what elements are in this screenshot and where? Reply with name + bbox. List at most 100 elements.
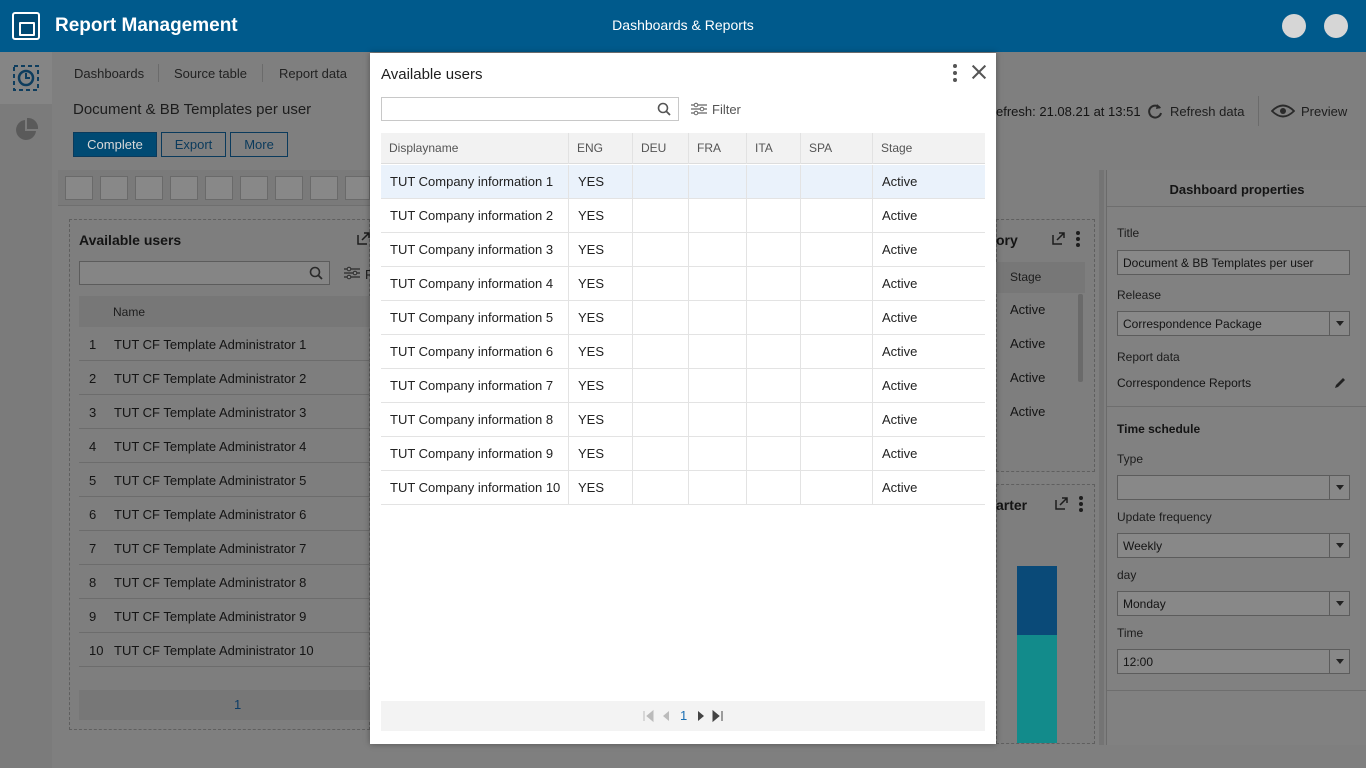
available-users-dialog: Available users Filter Displayname ENG D… xyxy=(370,53,996,744)
type-select[interactable] xyxy=(1117,475,1350,500)
preview-button[interactable]: Preview xyxy=(1301,104,1348,119)
cell-displayname: TUT Company information 7 xyxy=(381,369,569,403)
chevron-down-icon[interactable] xyxy=(1329,312,1349,335)
expand-icon[interactable] xyxy=(1052,232,1065,245)
cell-spa xyxy=(801,301,873,335)
table-row[interactable]: TUT Company information 10 YES Active xyxy=(381,471,985,505)
complete-button[interactable]: Complete xyxy=(73,132,157,157)
close-icon[interactable] xyxy=(970,63,988,81)
last-page-icon[interactable] xyxy=(712,709,724,723)
chevron-down-icon[interactable] xyxy=(1329,592,1349,615)
search-input[interactable] xyxy=(381,97,679,121)
table-row[interactable]: TUT Company information 8 YES Active xyxy=(381,403,985,437)
bg-table-row[interactable]: 2 TUT CF Template Administrator 2 xyxy=(79,361,371,395)
first-page-icon[interactable] xyxy=(642,709,654,723)
top-bar: Report Management Dashboards & Reports xyxy=(0,0,1366,52)
filter-label: Filter xyxy=(712,102,741,117)
update-frequency-select[interactable]: Weekly xyxy=(1117,533,1350,558)
cell-stage: Active xyxy=(882,310,918,325)
column-header-deu[interactable]: DEU xyxy=(633,133,689,164)
bg-table-row[interactable]: 10 TUT CF Template Administrator 10 xyxy=(79,633,371,667)
chevron-down-icon[interactable] xyxy=(1329,476,1349,499)
line-widget-icon[interactable] xyxy=(275,176,303,200)
edit-pencil-icon[interactable] xyxy=(1333,376,1347,390)
column-header-eng[interactable]: ENG xyxy=(569,133,633,164)
bg-kebab-icon[interactable] xyxy=(1079,496,1084,512)
bg-scrollbar[interactable] xyxy=(1078,294,1083,382)
bg-table-row[interactable]: 5 TUT CF Template Administrator 5 xyxy=(79,463,371,497)
tab-dashboards[interactable]: Dashboards xyxy=(74,66,145,81)
column-header-fra[interactable]: FRA xyxy=(689,133,747,164)
table-row[interactable]: TUT Company information 9 YES Active xyxy=(381,437,985,471)
chevron-down-icon[interactable] xyxy=(1329,650,1349,673)
expand-icon[interactable] xyxy=(357,232,370,245)
bg-table-row[interactable]: 6 TUT CF Template Administrator 6 xyxy=(79,497,371,531)
main-scrollbar[interactable] xyxy=(1099,170,1104,745)
previous-page-icon[interactable] xyxy=(660,709,672,723)
bg-row-number: 3 xyxy=(89,405,97,420)
cell-spa xyxy=(801,233,873,267)
search-icon[interactable] xyxy=(657,102,671,116)
bg-table-row[interactable]: 9 TUT CF Template Administrator 9 xyxy=(79,599,371,633)
bg-table-row[interactable]: 1 TUT CF Template Administrator 1 xyxy=(79,327,371,361)
next-page-icon[interactable] xyxy=(695,709,707,723)
table-row[interactable]: TUT Company information 1 YES Active xyxy=(381,165,985,199)
release-select[interactable]: Correspondence Package xyxy=(1117,311,1350,336)
settings-avatar-icon[interactable] xyxy=(1324,14,1348,38)
more-button[interactable]: More xyxy=(230,132,288,157)
app-logo-icon xyxy=(12,12,40,40)
column-header-ita[interactable]: ITA xyxy=(747,133,801,164)
eye-icon[interactable] xyxy=(1271,104,1295,118)
title-input[interactable]: Document & BB Templates per user xyxy=(1117,250,1350,275)
table-row[interactable]: TUT Company information 7 YES Active xyxy=(381,369,985,403)
area-widget-icon[interactable] xyxy=(205,176,233,200)
cell-eng: YES xyxy=(569,267,633,301)
nav-dashboards[interactable] xyxy=(0,52,52,104)
list-widget-icon[interactable] xyxy=(100,176,128,200)
table-row[interactable]: TUT Company information 2 YES Active xyxy=(381,199,985,233)
expand-icon[interactable] xyxy=(1055,497,1068,510)
column-widget-icon[interactable] xyxy=(345,176,370,200)
bg-table-row[interactable]: 4 TUT CF Template Administrator 4 xyxy=(79,429,371,463)
calendar-widget-icon[interactable] xyxy=(170,176,198,200)
tab-divider xyxy=(262,64,263,82)
tab-report-data[interactable]: Report data xyxy=(279,66,347,81)
bg-page-number[interactable]: 1 xyxy=(234,697,242,712)
nav-reports[interactable] xyxy=(0,104,52,156)
day-select[interactable]: Monday xyxy=(1117,591,1350,616)
table-row[interactable]: TUT Company information 6 YES Active xyxy=(381,335,985,369)
column-header-stage[interactable]: Stage xyxy=(881,141,913,155)
bg-table-row[interactable]: 7 TUT CF Template Administrator 7 xyxy=(79,531,371,565)
bg-kebab-icon[interactable] xyxy=(1076,231,1081,247)
bg-filter-icon[interactable] xyxy=(343,266,361,280)
export-button[interactable]: Export xyxy=(161,132,226,157)
divider xyxy=(1107,690,1366,691)
refresh-data-button[interactable]: Refresh data xyxy=(1170,104,1245,119)
page-number[interactable]: 1 xyxy=(680,708,688,723)
table-widget-icon[interactable] xyxy=(65,176,93,200)
cell-stage: Active xyxy=(882,480,918,495)
cell-eng: YES xyxy=(569,199,633,233)
day-value: Monday xyxy=(1123,597,1166,611)
cell-deu xyxy=(633,471,689,505)
table-row[interactable]: TUT Company information 5 YES Active xyxy=(381,301,985,335)
time-select[interactable]: 12:00 xyxy=(1117,649,1350,674)
chevron-down-icon[interactable] xyxy=(1329,534,1349,557)
time-label: Time xyxy=(1117,626,1144,640)
pie-widget-icon[interactable] xyxy=(135,176,163,200)
bg-table-row[interactable]: 3 TUT CF Template Administrator 3 xyxy=(79,395,371,429)
table-row[interactable]: TUT Company information 4 YES Active xyxy=(381,267,985,301)
user-avatar-icon[interactable] xyxy=(1282,14,1306,38)
column-header-displayname[interactable]: Displayname xyxy=(381,133,569,164)
column-header-spa[interactable]: SPA xyxy=(801,133,873,164)
bg-search-input[interactable] xyxy=(79,261,330,285)
refresh-icon[interactable] xyxy=(1146,102,1164,120)
bar-widget-icon[interactable] xyxy=(310,176,338,200)
bg-row-number: 6 xyxy=(89,507,97,522)
more-options-icon[interactable] xyxy=(951,63,959,83)
funnel-widget-icon[interactable] xyxy=(240,176,268,200)
bg-filter-label[interactable]: F xyxy=(365,267,373,282)
bg-table-row[interactable]: 8 TUT CF Template Administrator 8 xyxy=(79,565,371,599)
tab-source-table[interactable]: Source table xyxy=(174,66,247,81)
table-row[interactable]: TUT Company information 3 YES Active xyxy=(381,233,985,267)
